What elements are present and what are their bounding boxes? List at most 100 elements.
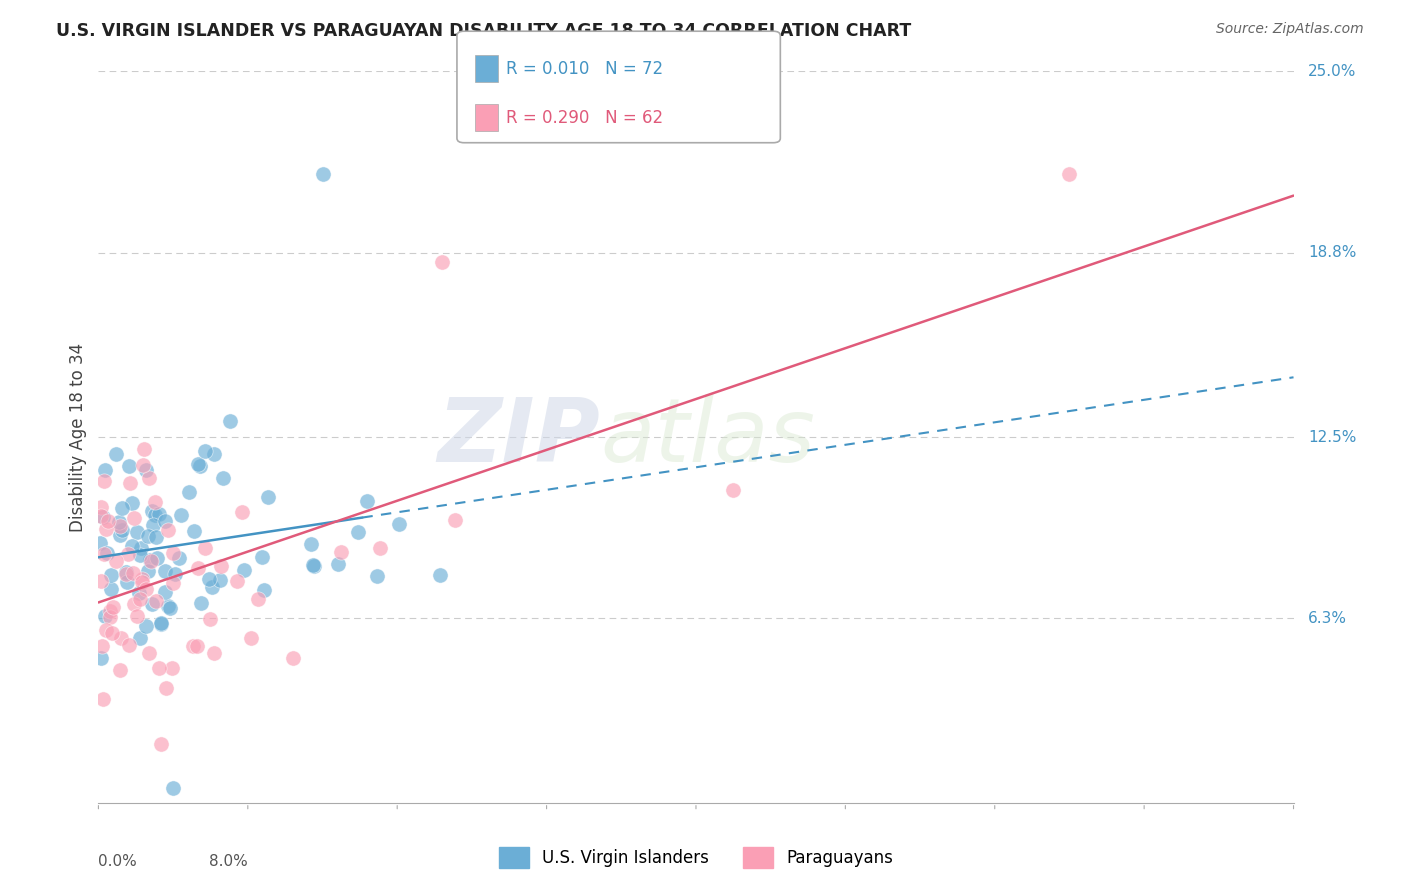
Point <box>121 539 143 553</box>
Point <box>444 513 467 527</box>
Point <box>187 560 209 574</box>
Point <box>98 610 121 624</box>
Point <box>283 651 305 665</box>
Point <box>98 604 121 618</box>
Point <box>190 596 212 610</box>
Point <box>200 612 222 626</box>
Point <box>208 574 231 588</box>
Point <box>233 563 256 577</box>
Point <box>181 639 204 653</box>
Point <box>177 485 200 500</box>
Point <box>129 548 152 562</box>
Text: ZIP: ZIP <box>437 393 600 481</box>
Point <box>155 681 177 695</box>
Point <box>141 504 163 518</box>
Point <box>96 522 118 536</box>
Point <box>141 554 163 568</box>
Point <box>256 490 278 504</box>
Point <box>93 463 115 477</box>
Point <box>202 646 225 660</box>
Text: 12.5%: 12.5% <box>1308 430 1357 444</box>
Point <box>218 414 240 428</box>
Point <box>135 463 157 477</box>
Point <box>183 524 205 538</box>
Point <box>194 444 217 458</box>
Y-axis label: Disability Age 18 to 34: Disability Age 18 to 34 <box>69 343 87 532</box>
Point <box>148 661 170 675</box>
Point <box>162 575 184 590</box>
Point <box>149 616 172 631</box>
Text: R = 0.010   N = 72: R = 0.010 N = 72 <box>506 60 664 78</box>
Point <box>128 586 150 600</box>
Text: 8.0%: 8.0% <box>209 854 247 869</box>
Point <box>149 737 172 751</box>
Point <box>148 508 170 522</box>
Point <box>122 566 145 581</box>
Point <box>347 524 370 539</box>
Point <box>156 599 179 613</box>
Point <box>103 599 125 614</box>
Point <box>132 442 155 456</box>
Point <box>231 505 253 519</box>
Point <box>127 524 149 539</box>
Point <box>108 515 131 529</box>
Point <box>142 518 165 533</box>
Point <box>302 558 325 572</box>
Point <box>100 568 122 582</box>
Text: Source: ZipAtlas.com: Source: ZipAtlas.com <box>1216 22 1364 37</box>
Point <box>388 517 411 532</box>
Point <box>141 598 163 612</box>
Point <box>329 545 352 559</box>
Point <box>226 574 249 588</box>
Point <box>96 546 118 560</box>
Point <box>194 541 217 555</box>
Point <box>89 536 111 550</box>
Point <box>93 475 115 489</box>
Point <box>90 574 112 588</box>
Point <box>100 582 122 596</box>
Point <box>138 471 160 485</box>
Point <box>111 523 134 537</box>
Point <box>122 597 145 611</box>
Point <box>101 626 124 640</box>
Point <box>94 608 117 623</box>
Point <box>211 471 233 485</box>
Point <box>129 591 152 606</box>
Point <box>115 567 138 582</box>
Point <box>132 458 155 472</box>
Point <box>145 530 167 544</box>
Text: R = 0.290   N = 62: R = 0.290 N = 62 <box>506 109 664 127</box>
Point <box>117 574 139 589</box>
Point <box>366 569 388 583</box>
Point <box>188 459 211 474</box>
Point <box>105 554 128 568</box>
Point <box>138 646 160 660</box>
Point <box>136 564 159 578</box>
Text: atlas: atlas <box>600 394 815 480</box>
Point <box>115 565 138 579</box>
Point <box>108 527 131 541</box>
Point <box>162 781 184 796</box>
Point <box>247 591 270 606</box>
Point <box>131 572 153 586</box>
Point <box>430 254 453 268</box>
Point <box>122 511 145 525</box>
Point <box>201 580 224 594</box>
Point <box>209 559 232 574</box>
Point <box>118 475 141 490</box>
Point <box>145 594 167 608</box>
Point <box>97 514 120 528</box>
Point <box>1059 167 1081 181</box>
Point <box>143 508 166 522</box>
Point <box>135 582 157 596</box>
Point <box>163 566 186 581</box>
Point <box>145 494 167 508</box>
Point <box>118 458 141 473</box>
Point <box>91 509 114 524</box>
Point <box>139 553 162 567</box>
Point <box>91 639 114 653</box>
Text: 18.8%: 18.8% <box>1308 245 1357 260</box>
Point <box>149 615 172 630</box>
Point <box>118 638 141 652</box>
Text: 0.0%: 0.0% <box>98 854 138 869</box>
